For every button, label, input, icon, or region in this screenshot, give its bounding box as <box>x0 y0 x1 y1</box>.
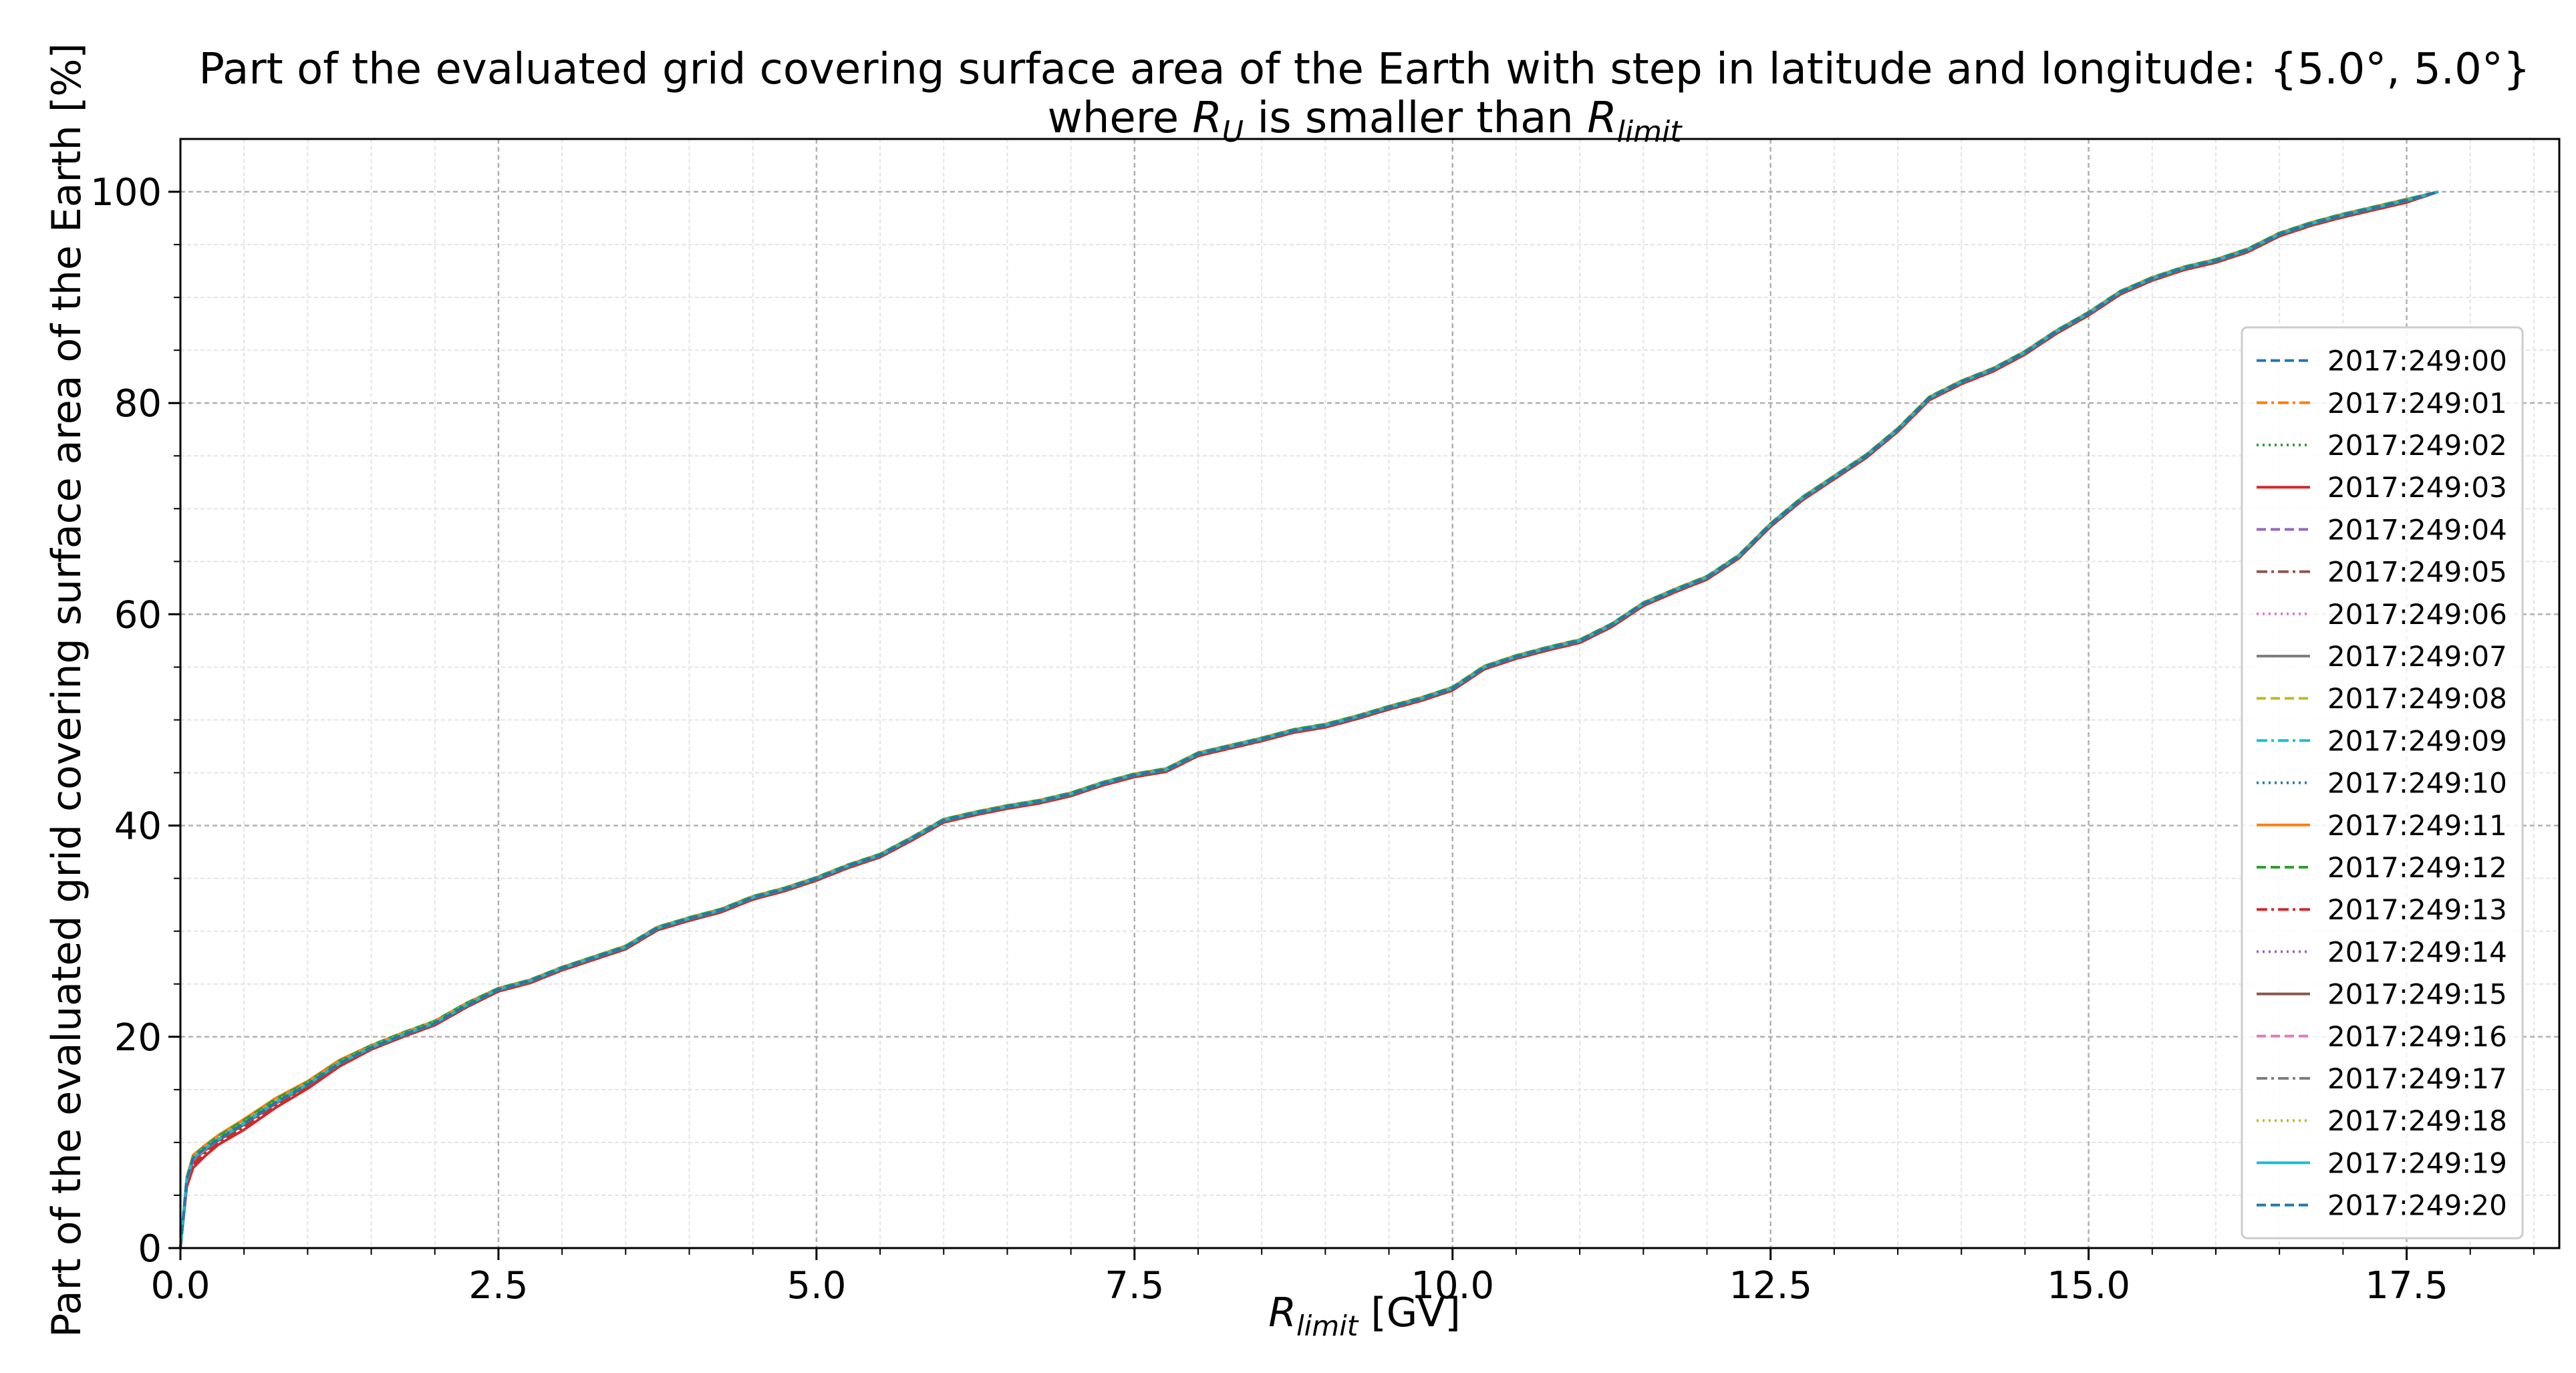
legend-entry-label: 2017:249:20 <box>2327 1189 2507 1222</box>
legend-entry-label: 2017:249:03 <box>2327 471 2507 504</box>
x-axis-label: Rlimit [GV] <box>1268 1289 1461 1342</box>
legend-entry-label: 2017:249:19 <box>2327 1147 2507 1179</box>
legend-entry-label: 2017:249:10 <box>2327 767 2507 800</box>
legend-entry-label: 2017:249:09 <box>2327 724 2507 757</box>
x-axis-label-part: R <box>1268 1289 1296 1336</box>
y-tick-label: 60 <box>114 593 162 637</box>
legend-entry-label: 2017:249:00 <box>2327 345 2507 377</box>
chart-title-line2-part: where <box>1048 94 1193 143</box>
y-tick-label: 40 <box>114 805 162 849</box>
chart-title-line1: Part of the evaluated grid covering surf… <box>198 45 2530 94</box>
legend-entry-label: 2017:249:15 <box>2327 978 2507 1011</box>
x-tick-label: 12.5 <box>1729 1264 1812 1308</box>
plot-frame <box>179 138 2561 1249</box>
x-tick-label: 5.0 <box>786 1264 846 1308</box>
legend-entry-label: 2017:249:14 <box>2327 935 2507 968</box>
x-axis-label-subscript: limit <box>1296 1310 1359 1342</box>
y-tick-label: 20 <box>114 1016 162 1060</box>
legend-entry-label: 2017:249:18 <box>2327 1104 2507 1137</box>
y-tick-label: 0 <box>138 1227 162 1271</box>
legend-entry-label: 2017:249:12 <box>2327 851 2507 884</box>
legend-entry-label: 2017:249:16 <box>2327 1020 2507 1053</box>
series-line <box>179 190 2439 1249</box>
legend-entry-label: 2017:249:17 <box>2327 1062 2507 1095</box>
chart-title-line2-subscript: U <box>1222 115 1244 149</box>
legend-entry-label: 2017:249:04 <box>2327 513 2507 546</box>
legend-box <box>2241 326 2524 1239</box>
x-axis-ticks: 0.0 2.5 5.0 7.5 10.0 12.5 15.0 17.5 <box>150 1248 2535 1308</box>
y-axis-label: Part of the evaluated grid covering surf… <box>43 43 90 1337</box>
chart-title-line2-part: R <box>1587 94 1616 143</box>
series-lines <box>179 190 2439 1249</box>
x-tick-label: 7.5 <box>1105 1264 1164 1308</box>
chart-title-line2: where RU is smaller than Rlimit <box>1048 94 1683 149</box>
legend-entry-label: 2017:249:02 <box>2327 429 2507 462</box>
chart-title-line2-part: is smaller than <box>1244 94 1587 143</box>
legend-entry-label: 2017:249:11 <box>2327 809 2507 842</box>
y-tick-label: 80 <box>114 382 162 426</box>
legend-entry-label: 2017:249:07 <box>2327 640 2507 673</box>
x-tick-label: 2.5 <box>468 1264 528 1308</box>
legend-entry-label: 2017:249:06 <box>2327 598 2507 631</box>
y-tick-label: 100 <box>90 171 162 214</box>
chart-title-line2-subscript: limit <box>1617 115 1683 149</box>
minor-grid <box>180 139 2559 1248</box>
x-tick-label: 0.0 <box>150 1264 210 1308</box>
legend-entry-label: 2017:249:05 <box>2327 556 2507 589</box>
legend-entry-label: 2017:249:13 <box>2327 893 2507 926</box>
legend: 2017:249:00 2017:249:01 2017:249:02 2017:24… <box>2241 326 2524 1239</box>
y-axis-ticks: 0 20 40 60 80 100 <box>90 171 180 1271</box>
legend-entry-label: 2017:249:01 <box>2327 387 2507 420</box>
legend-entry-label: 2017:249:08 <box>2327 682 2507 715</box>
chart-title-line2-part: R <box>1192 94 1222 143</box>
x-axis-label-part: [GV] <box>1358 1289 1460 1336</box>
x-tick-label: 15.0 <box>2047 1264 2130 1308</box>
x-tick-label: 17.5 <box>2365 1264 2448 1308</box>
x-tick-label: 10.0 <box>1411 1264 1494 1308</box>
